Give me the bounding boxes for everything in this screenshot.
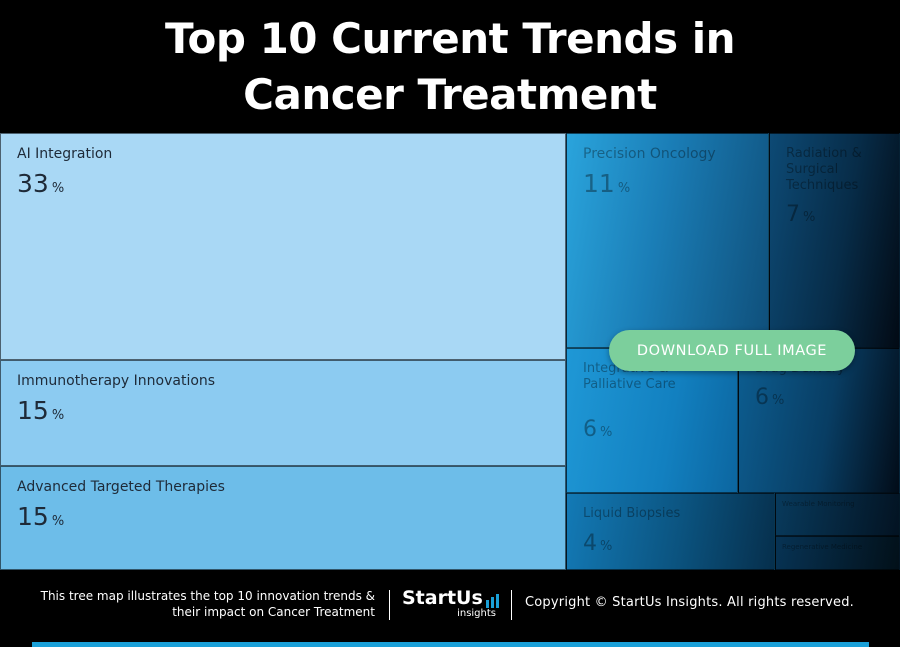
tile-value-unit: % bbox=[51, 181, 65, 196]
treemap-tile-ai-integration: AI Integration 33% bbox=[0, 133, 566, 360]
download-full-image-button[interactable]: DOWNLOAD FULL IMAGE bbox=[609, 330, 855, 371]
tile-value-number: 15 bbox=[17, 502, 49, 531]
title-area: Top 10 Current Trends in Cancer Treatmen… bbox=[0, 0, 900, 133]
logo-subtext: insights bbox=[457, 608, 496, 619]
tile-label: Liquid Biopsies bbox=[583, 506, 681, 521]
tile-value: 11% bbox=[583, 169, 630, 204]
tile-value-number: 6 bbox=[755, 385, 769, 410]
copyright-text: Copyright © StartUs Insights. All rights… bbox=[525, 595, 854, 610]
footer-divider-left bbox=[389, 590, 390, 620]
tile-value-number: 11 bbox=[583, 169, 615, 198]
tile-value-number: 4 bbox=[583, 531, 597, 556]
treemap-tile-wearable-monitoring: Wearable Monitoring bbox=[775, 493, 900, 536]
treemap-tile-regenerative-medicine: Regenerative Medicine bbox=[775, 536, 900, 570]
footer-divider-right bbox=[511, 590, 512, 620]
treemap-tile-radiation-surgical-techniques: Radiation & Surgical Techniques 7% bbox=[769, 133, 900, 348]
tile-label: Radiation & Surgical Techniques bbox=[786, 146, 862, 193]
tile-value-unit: % bbox=[803, 210, 816, 225]
startus-logo[interactable]: StartUs insights bbox=[402, 588, 502, 624]
footer: This tree map illustrates the top 10 inn… bbox=[0, 570, 900, 647]
tile-value: 15% bbox=[17, 502, 64, 537]
treemap-tile-immunotherapy-innovations: Immunotherapy Innovations 15% bbox=[0, 360, 566, 466]
tile-label: Regenerative Medicine bbox=[782, 543, 863, 551]
bottom-accent-bar bbox=[32, 642, 869, 647]
tile-value: 4% bbox=[583, 529, 612, 562]
tile-value-unit: % bbox=[51, 408, 65, 423]
page-title: Top 10 Current Trends in Cancer Treatmen… bbox=[164, 11, 736, 123]
tile-value-unit: % bbox=[600, 539, 613, 554]
tile-value-number: 6 bbox=[583, 417, 597, 442]
tile-value: 33% bbox=[17, 169, 64, 204]
tile-value-unit: % bbox=[772, 393, 785, 408]
tile-label: Advanced Targeted Therapies bbox=[17, 479, 225, 495]
logo-text: StartUs bbox=[402, 587, 483, 609]
bar-chart-icon bbox=[485, 594, 499, 608]
tile-value-unit: % bbox=[51, 514, 65, 529]
treemap-tile-precision-oncology: Precision Oncology 11% bbox=[566, 133, 769, 348]
page-title-line-1: Top 10 Current Trends in bbox=[164, 13, 736, 63]
tile-value-number: 33 bbox=[17, 169, 49, 198]
footer-description: This tree map illustrates the top 10 inn… bbox=[40, 589, 375, 619]
tile-value: 15% bbox=[17, 396, 64, 431]
tile-label: Precision Oncology bbox=[583, 146, 716, 162]
page-title-line-2: Cancer Treatment bbox=[243, 69, 657, 119]
treemap-tile-liquid-biopsies: Liquid Biopsies 4% bbox=[566, 493, 775, 570]
treemap-chart: AI Integration 33% Immunotherapy Innovatio… bbox=[0, 133, 900, 570]
tile-value: 6% bbox=[583, 415, 612, 448]
tile-label: Wearable Monitoring bbox=[782, 500, 855, 508]
tile-label: AI Integration bbox=[17, 146, 113, 162]
tile-value: 6% bbox=[755, 383, 784, 416]
treemap-tile-advanced-targeted-therapies: Advanced Targeted Therapies 15% bbox=[0, 466, 566, 570]
tile-value-number: 15 bbox=[17, 396, 49, 425]
tile-value: 7% bbox=[786, 200, 815, 233]
tile-value-number: 7 bbox=[786, 202, 800, 227]
tile-label: Immunotherapy Innovations bbox=[17, 373, 216, 389]
tile-value-unit: % bbox=[600, 425, 613, 440]
tile-value-unit: % bbox=[617, 181, 631, 196]
